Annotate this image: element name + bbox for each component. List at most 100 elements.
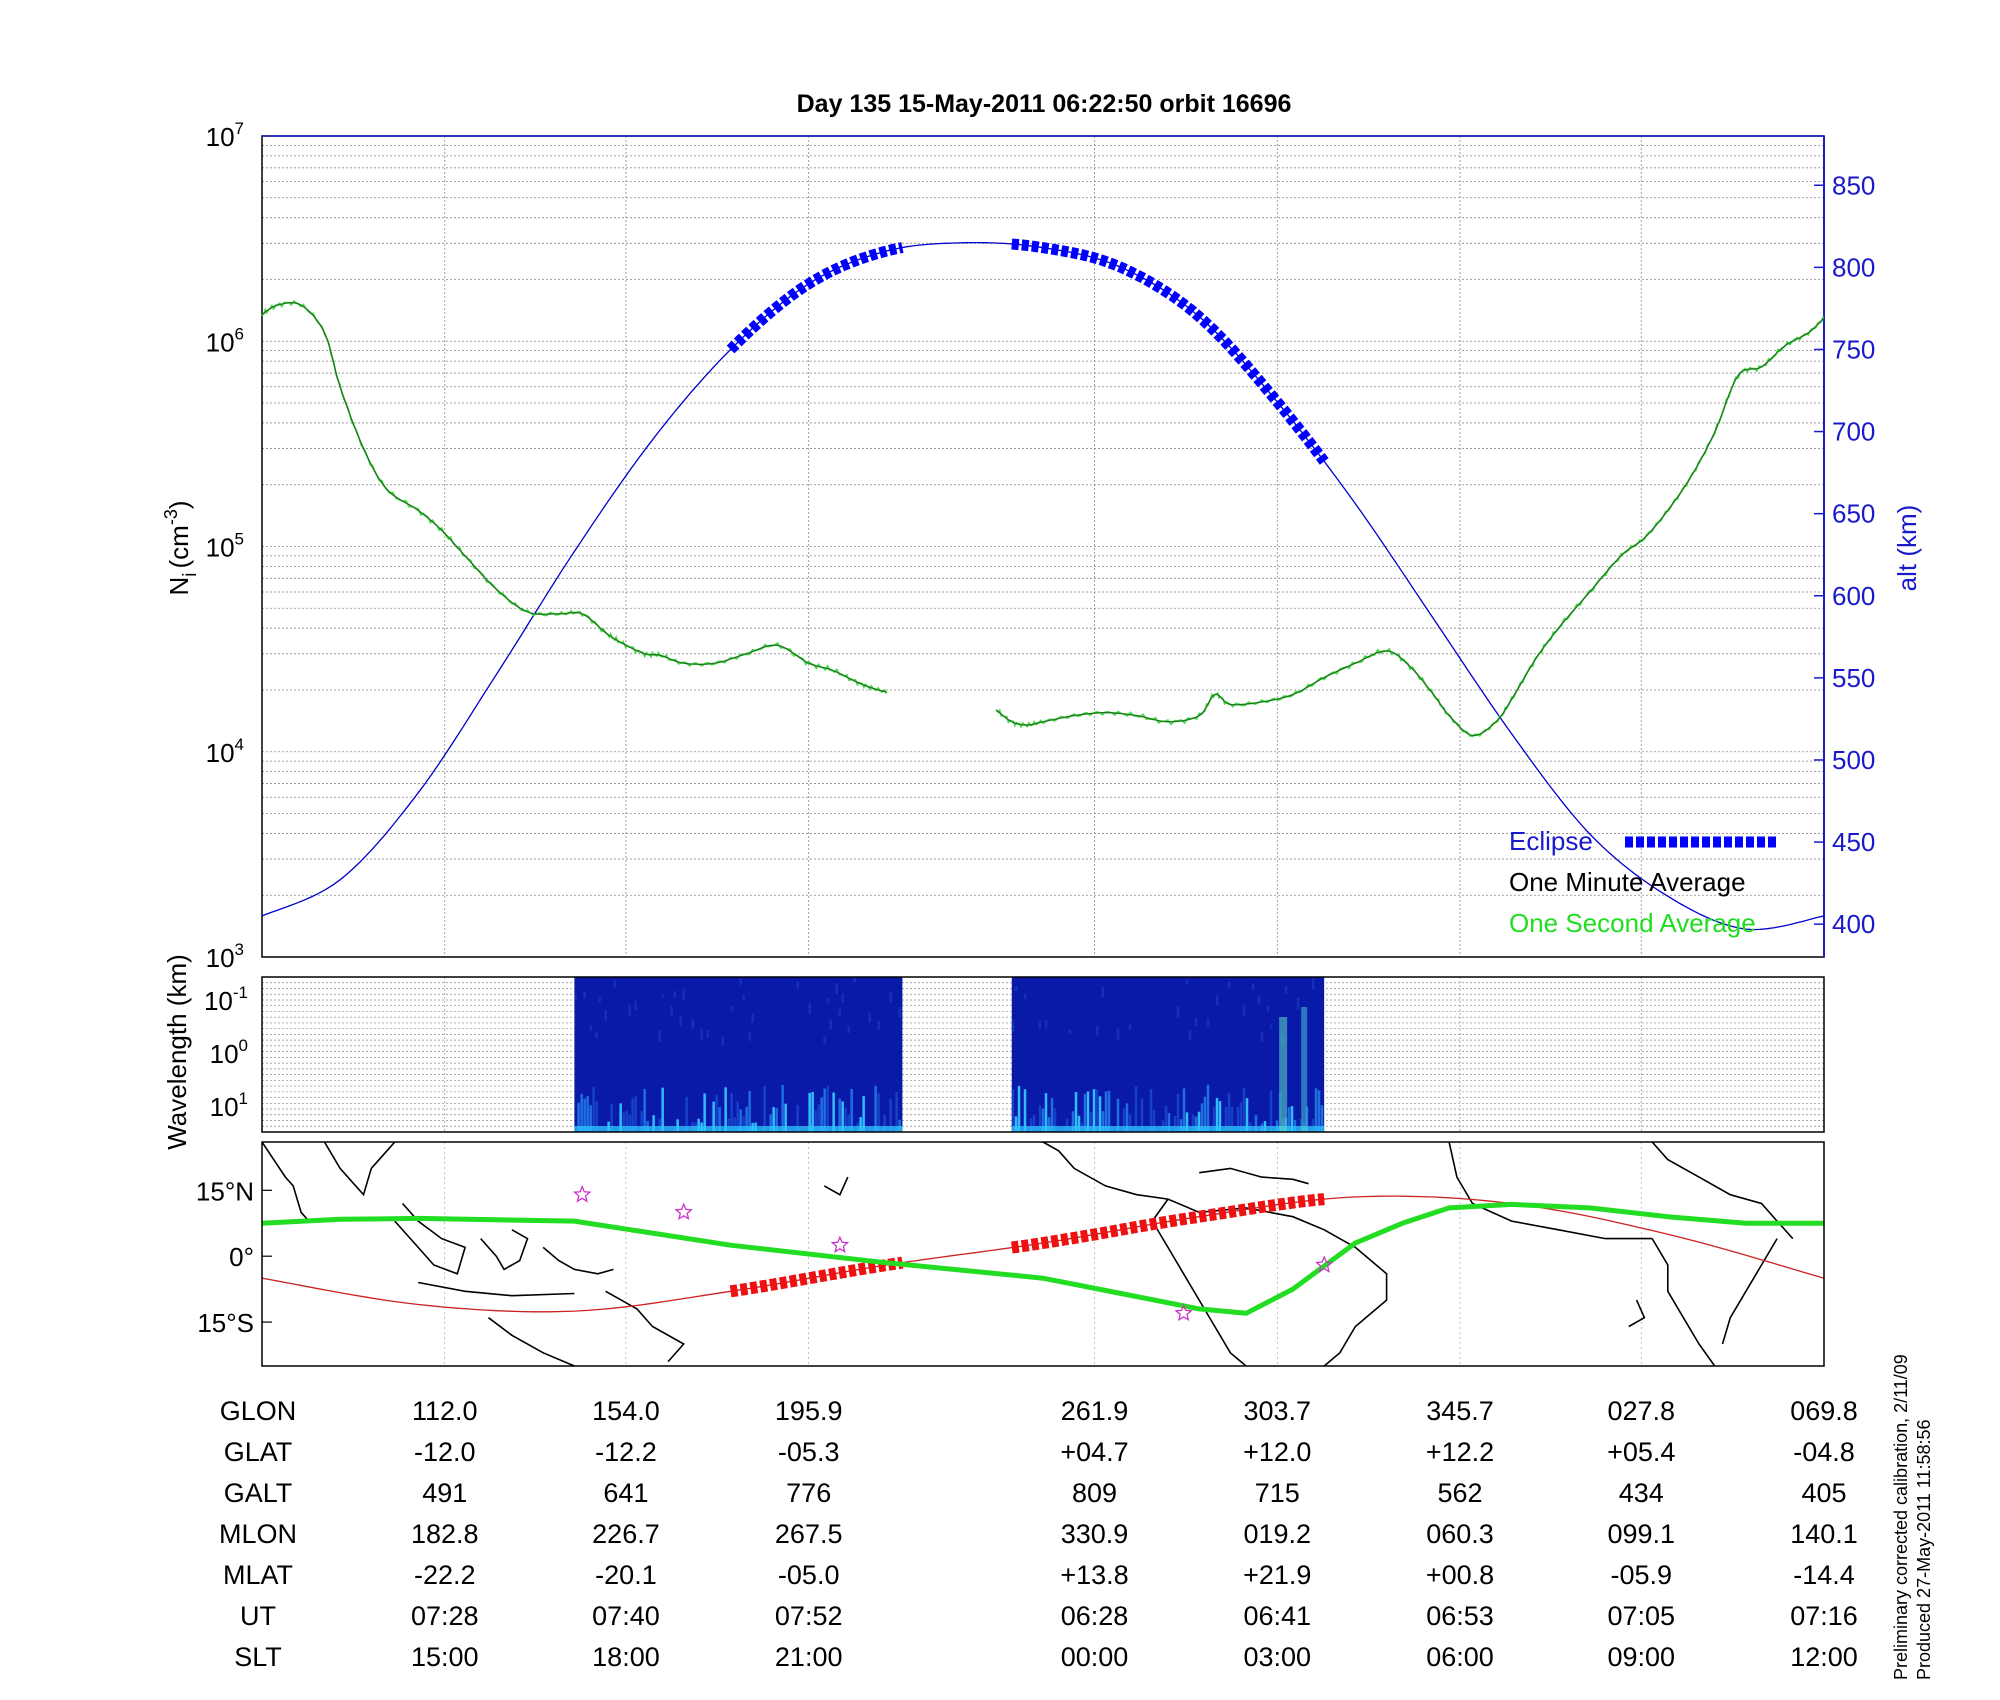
spectrogram-speck bbox=[898, 1007, 901, 1018]
spectrogram-speck bbox=[628, 1004, 631, 1016]
table-row-label: SLT bbox=[234, 1642, 282, 1672]
spectrogram-speck bbox=[673, 991, 676, 999]
spectrogram-speck bbox=[670, 1006, 673, 1016]
spectrogram-ylabel: Wavelength (km) bbox=[162, 954, 192, 1150]
spectrogram-column bbox=[1071, 1111, 1075, 1132]
spectrogram-column bbox=[1095, 1089, 1099, 1132]
spectrogram-column bbox=[1134, 1086, 1138, 1132]
table-cell: 715 bbox=[1255, 1478, 1300, 1508]
spectrogram-column bbox=[1011, 1089, 1015, 1132]
spectrogram-column bbox=[1179, 1119, 1183, 1132]
altitude-tick-label: 450 bbox=[1832, 827, 1875, 857]
table-row-label: UT bbox=[240, 1601, 276, 1631]
spectrogram-column bbox=[1092, 1089, 1096, 1132]
table-cell: 641 bbox=[603, 1478, 648, 1508]
spectrogram-column bbox=[745, 1106, 748, 1132]
map-lat-label: 15°N bbox=[196, 1176, 254, 1206]
spectrogram-column bbox=[895, 1092, 898, 1132]
spectrogram-column bbox=[1320, 1105, 1324, 1132]
spectrogram-frame bbox=[261, 976, 1825, 1133]
spectrogram-speck bbox=[598, 996, 601, 1003]
spectrogram-speck bbox=[877, 1021, 880, 1030]
spectrogram-column bbox=[1023, 1089, 1027, 1132]
spectrogram-column bbox=[583, 1098, 586, 1132]
spectrogram-column bbox=[1140, 1098, 1144, 1132]
spectrogram-column bbox=[715, 1094, 718, 1132]
spectrogram-column bbox=[1098, 1096, 1102, 1132]
spectrogram-column bbox=[1125, 1103, 1129, 1132]
spectrogram-column bbox=[1122, 1108, 1126, 1132]
spectrogram-column bbox=[697, 1118, 700, 1132]
map-lat-ticks: 15°N 0° 15°S bbox=[196, 1176, 272, 1338]
coastline bbox=[1199, 1167, 1309, 1185]
spectrogram-column bbox=[844, 1108, 847, 1132]
coastline bbox=[418, 1281, 575, 1297]
spectrogram-column bbox=[1083, 1093, 1087, 1132]
table-cell: -04.8 bbox=[1793, 1437, 1855, 1467]
spectrogram-ticks: 10-1 100 101 bbox=[204, 983, 248, 1122]
spectrogram-column bbox=[619, 1103, 622, 1132]
spectrogram-speck bbox=[1068, 1029, 1072, 1034]
spectrogram-speck bbox=[829, 1019, 832, 1030]
spectrogram-speck bbox=[721, 1036, 724, 1046]
map-coastlines bbox=[261, 1141, 1794, 1367]
table-cell: 060.3 bbox=[1426, 1519, 1494, 1549]
altitude-tick-label: 500 bbox=[1832, 745, 1875, 775]
map-grid bbox=[444, 1142, 1642, 1366]
coastline bbox=[488, 1317, 575, 1367]
spectrogram-column bbox=[775, 1108, 778, 1132]
spectrogram-column bbox=[634, 1096, 637, 1132]
spectrogram-column bbox=[1017, 1085, 1021, 1132]
spectrogram-speck bbox=[1269, 1024, 1273, 1029]
spectrogram-column bbox=[1311, 1118, 1315, 1132]
table-cell: -22.2 bbox=[414, 1560, 476, 1590]
table-row-label: MLAT bbox=[223, 1560, 293, 1590]
table-cell: 06:53 bbox=[1426, 1601, 1494, 1631]
spectrogram-column bbox=[1116, 1098, 1120, 1132]
spectrogram-column bbox=[1224, 1106, 1228, 1132]
spectrogram-column bbox=[640, 1110, 643, 1132]
table-cell: -05.3 bbox=[778, 1437, 840, 1467]
coastline bbox=[1721, 1238, 1778, 1345]
spectrogram-block bbox=[1011, 977, 1325, 1132]
map-star-marker bbox=[1315, 1255, 1334, 1273]
chart-title: Day 135 15-May-2011 06:22:50 orbit 16696 bbox=[797, 90, 1292, 118]
spectrogram-column bbox=[814, 1110, 817, 1132]
table-cell: 226.7 bbox=[592, 1519, 660, 1549]
spectrogram-speck bbox=[661, 993, 664, 998]
table-cell: +12.2 bbox=[1426, 1437, 1494, 1467]
spectrogram-column bbox=[1242, 1088, 1246, 1132]
table-cell: 06:00 bbox=[1426, 1642, 1494, 1672]
table-cell: -20.1 bbox=[595, 1560, 657, 1590]
spectrogram-column bbox=[1314, 1088, 1318, 1132]
spectrogram-speck bbox=[1188, 1030, 1192, 1041]
table-cell: -05.9 bbox=[1610, 1560, 1672, 1590]
eclipse-track-segment bbox=[729, 1256, 904, 1298]
spectrogram-speck bbox=[658, 1030, 661, 1042]
spectrogram-speck bbox=[706, 1029, 709, 1038]
legend-second-label: One Second Average bbox=[1509, 908, 1756, 938]
coastline bbox=[323, 1141, 396, 1197]
table-cell: 195.9 bbox=[775, 1396, 843, 1426]
spectrogram-speck bbox=[1296, 997, 1300, 1010]
table-cell: 06:41 bbox=[1244, 1601, 1312, 1631]
spectrogram-column bbox=[847, 1114, 850, 1132]
spectrogram-speck bbox=[841, 993, 844, 1003]
spectrogram-column bbox=[1053, 1108, 1057, 1132]
spectrogram-column bbox=[763, 1086, 766, 1132]
spectrogram-column bbox=[1203, 1096, 1207, 1132]
spectrogram-speck bbox=[748, 1031, 751, 1042]
spectrogram-column bbox=[577, 1102, 580, 1132]
spectrogram-column bbox=[1236, 1106, 1240, 1132]
spectrogram-speck bbox=[583, 991, 586, 999]
map-star-marker bbox=[674, 1202, 693, 1221]
spectrogram-column bbox=[883, 1115, 886, 1132]
spectrogram-bottom-band bbox=[574, 1126, 903, 1132]
spectrogram-speck bbox=[730, 1005, 733, 1012]
map-panel: 15°N 0° 15°S bbox=[196, 1141, 1825, 1367]
spectrogram-column bbox=[580, 1093, 583, 1132]
table-row-label: GLON bbox=[220, 1396, 297, 1426]
spectrogram-column bbox=[1149, 1089, 1153, 1132]
spectrogram-column bbox=[1014, 1116, 1018, 1132]
density-lines bbox=[261, 299, 1825, 738]
